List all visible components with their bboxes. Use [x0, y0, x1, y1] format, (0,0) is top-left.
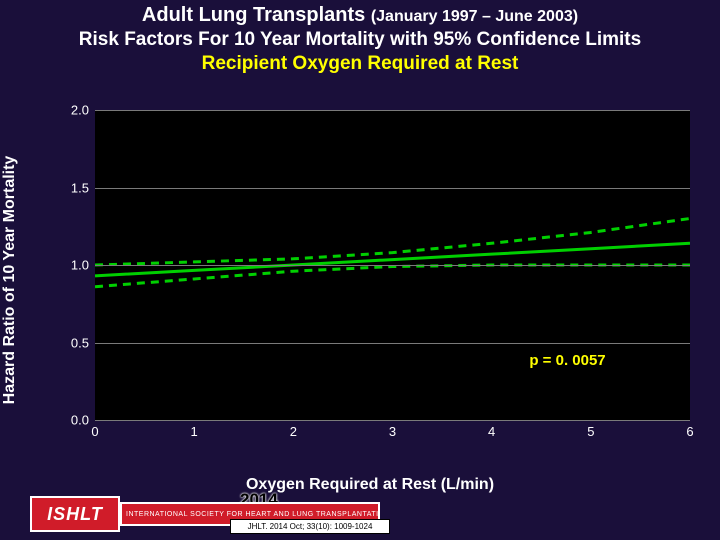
- x-tick: 6: [686, 420, 693, 439]
- gridline: [95, 188, 690, 189]
- y-tick: 0.5: [71, 335, 95, 350]
- plot-area: p = 0. 0057 0.00.51.01.52.00123456: [95, 110, 690, 420]
- title-line-3: Recipient Oxygen Required at Rest: [0, 53, 720, 75]
- series-line: [95, 243, 690, 276]
- footer: 2014 ISHLT INTERNATIONAL SOCIETY FOR HEA…: [0, 490, 720, 540]
- x-tick: 5: [587, 420, 594, 439]
- gridline: [95, 265, 690, 266]
- series-line: [95, 219, 690, 266]
- gridline: [95, 343, 690, 344]
- slide: Adult Lung Transplants (January 1997 – J…: [0, 0, 720, 540]
- x-tick: 1: [191, 420, 198, 439]
- title-line-1: Adult Lung Transplants (January 1997 – J…: [0, 4, 720, 27]
- x-tick: 0: [91, 420, 98, 439]
- gridline: [95, 110, 690, 111]
- series-line: [95, 265, 690, 287]
- chart: Hazard Ratio of 10 Year Mortality p = 0.…: [40, 100, 700, 460]
- x-tick: 4: [488, 420, 495, 439]
- p-value-annotation: p = 0. 0057: [529, 352, 605, 369]
- y-tick: 2.0: [71, 103, 95, 118]
- title-main: Adult Lung Transplants: [142, 4, 365, 26]
- title-block: Adult Lung Transplants (January 1997 – J…: [0, 0, 720, 75]
- y-axis-label: Hazard Ratio of 10 Year Mortality: [1, 156, 19, 405]
- title-line-2: Risk Factors For 10 Year Mortality with …: [0, 29, 720, 51]
- x-tick: 2: [290, 420, 297, 439]
- logo-badge: ISHLT: [30, 496, 120, 532]
- x-tick: 3: [389, 420, 396, 439]
- y-tick: 1.0: [71, 258, 95, 273]
- y-tick: 1.5: [71, 180, 95, 195]
- title-subrange: (January 1997 – June 2003): [371, 8, 578, 25]
- citation: JHLT. 2014 Oct; 33(10): 1009-1024: [230, 519, 390, 534]
